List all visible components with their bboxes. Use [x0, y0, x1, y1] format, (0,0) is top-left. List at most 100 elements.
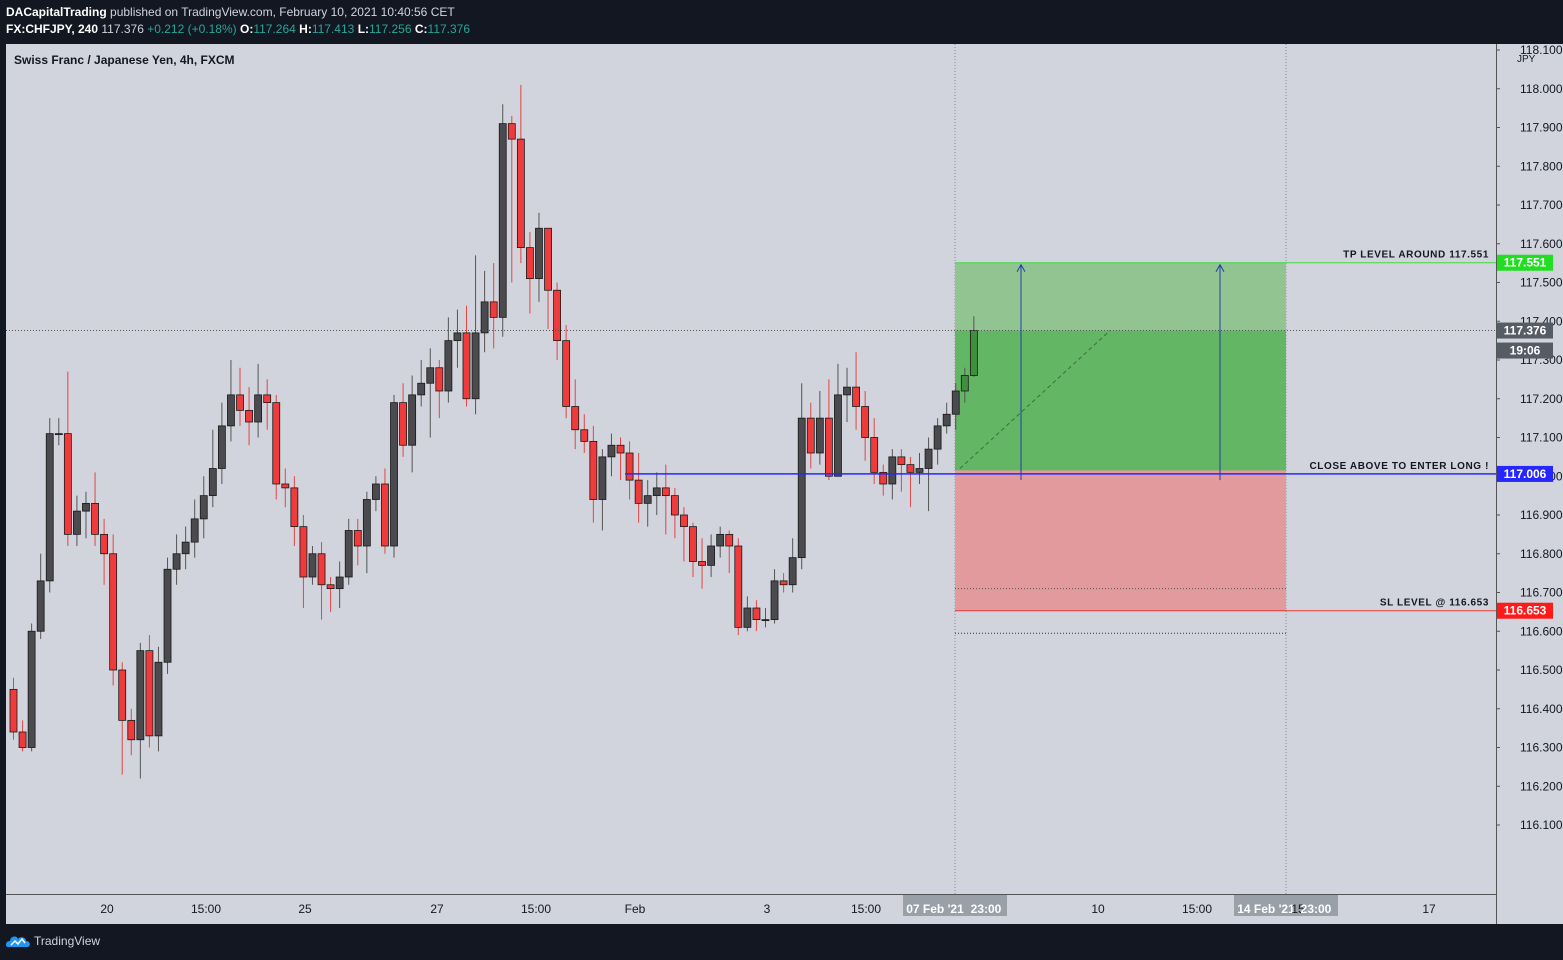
candle-body: [136, 650, 145, 741]
candle-body: [381, 483, 389, 547]
candle-body: [815, 417, 824, 454]
time-tick-label: 23:00: [971, 902, 1002, 916]
candle-body: [716, 533, 725, 547]
time-tick-label: 23:00: [1301, 902, 1332, 916]
time-tick-label: 10: [1091, 902, 1105, 916]
candle-body: [553, 289, 561, 342]
open-label: O:: [239, 22, 254, 36]
current-price-label-bg: [1497, 322, 1553, 339]
price-tick-label: 118.000: [1520, 82, 1563, 96]
candle-body: [670, 495, 679, 516]
candle-body: [73, 510, 81, 535]
publisher-name[interactable]: DACapitalTrading: [6, 5, 107, 19]
tradingview-logo[interactable]: TradingView: [6, 934, 100, 948]
candle-body: [806, 417, 815, 454]
tradingview-cloud-icon: [6, 936, 30, 947]
price-tick-label: 116.800: [1520, 547, 1563, 561]
candle-body: [526, 247, 534, 280]
candle-body: [181, 541, 190, 555]
candle-body: [861, 406, 870, 438]
candle-body: [344, 530, 353, 578]
candles: [9, 84, 978, 779]
time-axis-ticks: 20 15:00 25 27 15:00 Feb 3 15:00 07 Feb '21 23:00…: [100, 895, 1436, 916]
candle-body: [825, 417, 833, 477]
candle-body: [353, 530, 362, 547]
candle-body: [680, 514, 688, 528]
price-tick-label: 117.500: [1520, 276, 1563, 290]
candle-body: [661, 487, 670, 497]
price-tick-label: 117.900: [1520, 121, 1563, 135]
candle-body: [498, 123, 507, 318]
symbol-label[interactable]: FX:CHFJPY, 240: [6, 22, 99, 36]
candle-body: [761, 619, 770, 622]
candle-body: [969, 330, 978, 376]
position-zones: [954, 44, 1287, 895]
time-highlight-box: [1234, 895, 1338, 916]
sl-price-label-bg: [1497, 602, 1553, 619]
candle-body: [571, 406, 580, 431]
price-tick-label: 117.100: [1520, 431, 1563, 445]
time-tick-label: 15:00: [851, 902, 881, 916]
candle-body: [317, 553, 326, 586]
candle-body: [616, 444, 625, 454]
candle-body: [734, 545, 743, 628]
price-tick-label: 117.800: [1520, 159, 1563, 173]
candle-body: [390, 402, 398, 547]
price-tick-label: 116.400: [1520, 702, 1563, 716]
candle-body: [444, 340, 453, 392]
publish-line: DACapitalTrading published on TradingVie…: [6, 5, 455, 19]
candle-body: [335, 576, 344, 590]
price-tick-label: 116.900: [1520, 508, 1563, 522]
price-tick-label: 117.700: [1520, 198, 1563, 212]
candle-body: [689, 526, 697, 562]
price-tick-label: 117.600: [1520, 237, 1563, 251]
candle-body: [399, 402, 407, 446]
time-tick-label: 25: [298, 902, 312, 916]
tp-price-label: 117.551: [1504, 256, 1547, 270]
candle-body: [788, 557, 797, 586]
candle-body: [535, 227, 543, 280]
candle-body: [272, 402, 281, 485]
candle-body: [227, 394, 235, 427]
candle-body: [435, 367, 444, 392]
time-tick-label: 14 Feb '21: [1237, 902, 1295, 916]
candle-body: [453, 332, 462, 342]
candle-body: [643, 495, 652, 504]
price-tick-label: 116.600: [1520, 624, 1563, 638]
candlestick-chart[interactable]: Swiss Franc / Japanese Yen, 4h, FXCM JPY…: [0, 42, 1563, 924]
high-value: 117.413: [311, 22, 355, 36]
candle-body: [9, 688, 18, 733]
time-tick-label: 07 Feb '21: [906, 902, 964, 916]
candle-body: [299, 526, 308, 578]
candle-body: [100, 533, 108, 555]
published-text: published on TradingView.com, February 1…: [110, 5, 455, 19]
price-tick-label: 116.300: [1520, 741, 1563, 755]
chart-title: Swiss Franc / Japanese Yen, 4h, FXCM: [14, 53, 235, 67]
time-tick-label: 15:00: [521, 902, 551, 916]
candle-body: [834, 394, 842, 477]
countdown-label: 19:06: [1510, 344, 1541, 358]
entry-price-label-bg: [1497, 465, 1553, 482]
time-tick-label: 15:00: [191, 902, 221, 916]
candle-body: [652, 487, 661, 497]
ohlc-line: FX:CHFJPY, 240 117.376 +0.212 (+0.18%) O…: [6, 22, 470, 36]
candle-body: [598, 456, 607, 500]
sl-annotation: SL LEVEL @ 116.653: [1380, 598, 1489, 609]
trend-dashed-line: [959, 330, 1111, 469]
candle-body: [254, 394, 263, 423]
candle-body: [770, 580, 779, 621]
candle-body: [516, 138, 525, 249]
candle-body: [589, 440, 598, 500]
candle-body: [236, 394, 244, 411]
candle-body: [245, 409, 253, 423]
price-tick-label: 118.100: [1520, 43, 1563, 57]
candle-body: [915, 468, 924, 473]
candle-body: [507, 123, 516, 140]
candle-body: [426, 367, 435, 384]
candle-body: [924, 448, 933, 469]
candle-body: [707, 545, 716, 566]
candle-body: [897, 456, 906, 466]
candle-body: [779, 580, 788, 586]
target-arrow-head: [1016, 263, 1026, 272]
price-axis-ticks: 116.100 116.200 116.300 116.400 116.500 116.6…: [1496, 43, 1563, 832]
